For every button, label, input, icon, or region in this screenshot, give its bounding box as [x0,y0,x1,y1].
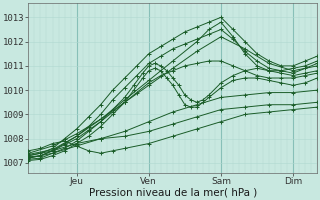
X-axis label: Pression niveau de la mer( hPa ): Pression niveau de la mer( hPa ) [89,187,257,197]
